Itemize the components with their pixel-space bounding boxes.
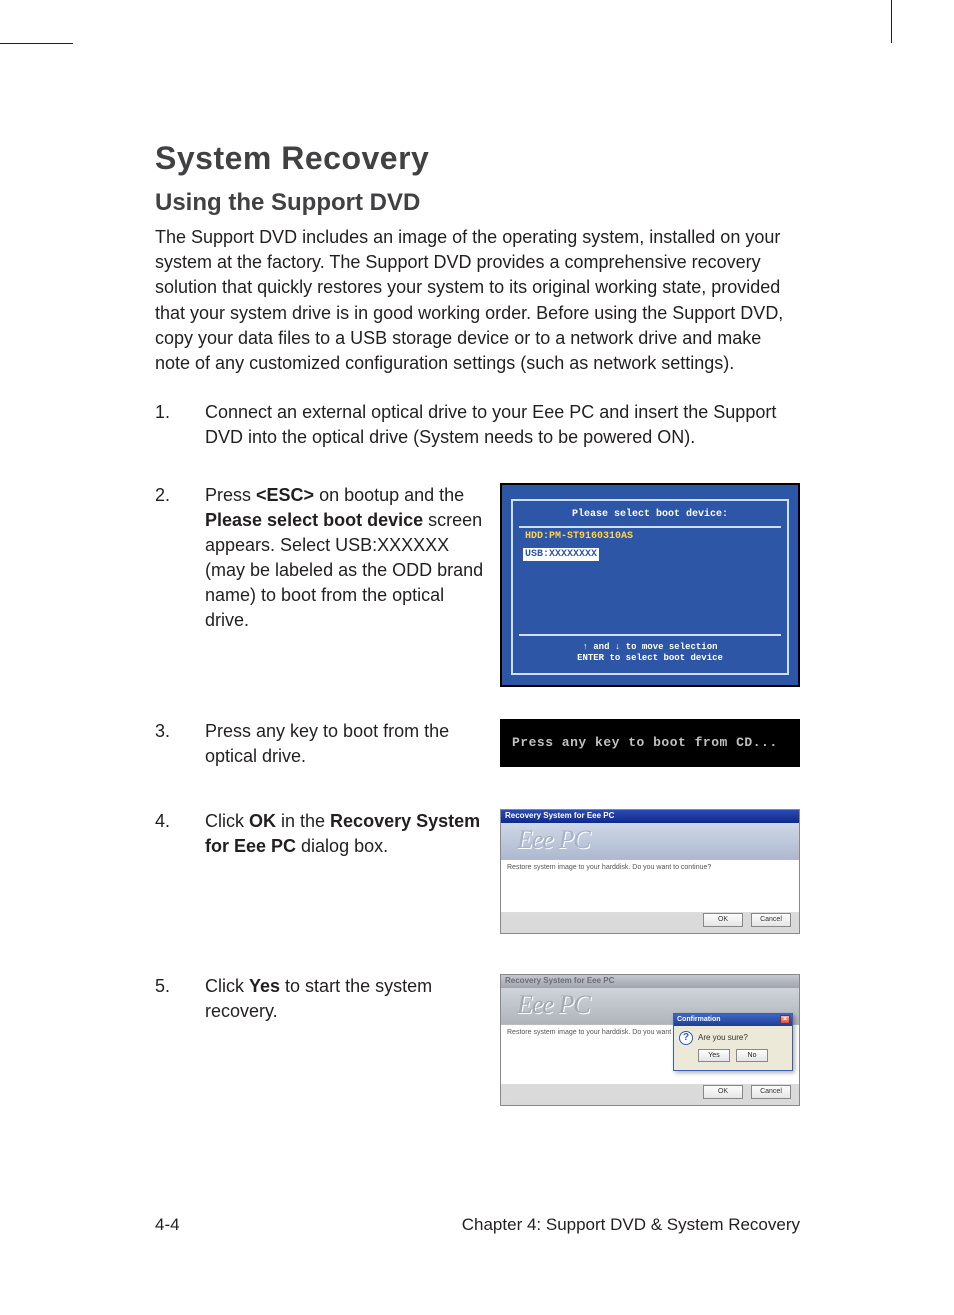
- no-button[interactable]: No: [736, 1049, 768, 1062]
- page-number: 4-4: [155, 1215, 180, 1235]
- dialog-body: Restore system image to your harddisk. D…: [501, 859, 799, 912]
- crop-mark-vertical: [891, 0, 892, 43]
- cancel-button[interactable]: Cancel: [751, 913, 791, 927]
- intro-paragraph: The Support DVD includes an image of the…: [155, 225, 800, 376]
- eee-pc-logo: Eee PC: [517, 825, 590, 855]
- step-2: 2. Press <ESC> on bootup and the Please …: [155, 483, 800, 687]
- step-number: 2.: [155, 483, 205, 634]
- bios-hint: ↑ and ↓ to move selection ENTER to selec…: [513, 636, 787, 665]
- confirmation-popup: Confirmation × ? Are you sure? Yes No: [673, 1013, 793, 1071]
- step-text: Click Yes to start the system recovery.: [205, 974, 490, 1024]
- step-1: 1. Connect an external optical drive to …: [155, 400, 800, 450]
- dialog-logo-area: Eee PC: [501, 823, 799, 859]
- popup-text: Are you sure?: [698, 1033, 748, 1042]
- step-number: 1.: [155, 400, 205, 425]
- step-text: Connect an external optical drive to you…: [205, 400, 800, 450]
- eee-pc-logo: Eee PC: [517, 990, 590, 1020]
- step-4: 4. Click OK in the Recovery System for E…: [155, 809, 800, 934]
- bios-device-list: HDD:PM-ST9160310AS USB:XXXXXXXX: [519, 526, 781, 636]
- bios-title: Please select boot device:: [513, 501, 787, 526]
- step-number: 3.: [155, 719, 205, 769]
- step-number: 4.: [155, 809, 205, 859]
- chapter-title: Chapter 4: Support DVD & System Recovery: [462, 1215, 800, 1235]
- dialog-titlebar: Recovery System for Eee PC: [501, 810, 799, 823]
- step-3: 3. Press any key to boot from the optica…: [155, 719, 800, 769]
- step-text: Click OK in the Recovery System for Eee …: [205, 809, 490, 859]
- page-footer: 4-4 Chapter 4: Support DVD & System Reco…: [155, 1215, 800, 1235]
- steps-list: 1. Connect an external optical drive to …: [155, 400, 800, 1106]
- step-5: 5. Click Yes to start the system recover…: [155, 974, 800, 1106]
- dialog-titlebar-disabled: Recovery System for Eee PC: [501, 975, 799, 988]
- console-line: Press any key to boot from CD...: [500, 719, 800, 767]
- step-text: Press <ESC> on bootup and the Please sel…: [205, 483, 490, 634]
- bios-hdd-item: HDD:PM-ST9160310AS: [523, 530, 777, 543]
- ok-button[interactable]: OK: [703, 1085, 743, 1099]
- cancel-button[interactable]: Cancel: [751, 1085, 791, 1099]
- press-any-key-figure: Press any key to boot from CD...: [500, 719, 800, 767]
- page-title: System Recovery: [155, 140, 800, 177]
- step-number: 5.: [155, 974, 205, 1024]
- yes-button[interactable]: Yes: [698, 1049, 730, 1062]
- page-content: System Recovery Using the Support DVD Th…: [155, 140, 800, 1126]
- bios-boot-device-figure: Please select boot device: HDD:PM-ST9160…: [500, 483, 800, 687]
- close-icon[interactable]: ×: [780, 1015, 790, 1024]
- question-icon: ?: [679, 1031, 693, 1045]
- popup-titlebar: Confirmation ×: [674, 1014, 792, 1026]
- ok-button[interactable]: OK: [703, 913, 743, 927]
- step-text: Press any key to boot from the optical d…: [205, 719, 490, 769]
- bios-usb-item-selected: USB:XXXXXXXX: [523, 548, 599, 561]
- recovery-dialog-figure: Recovery System for Eee PC Eee PC Restor…: [500, 809, 800, 934]
- crop-mark-horizontal: [0, 43, 73, 44]
- section-heading: Using the Support DVD: [155, 189, 800, 217]
- confirmation-dialog-figure: Recovery System for Eee PC Eee PC Restor…: [500, 974, 800, 1106]
